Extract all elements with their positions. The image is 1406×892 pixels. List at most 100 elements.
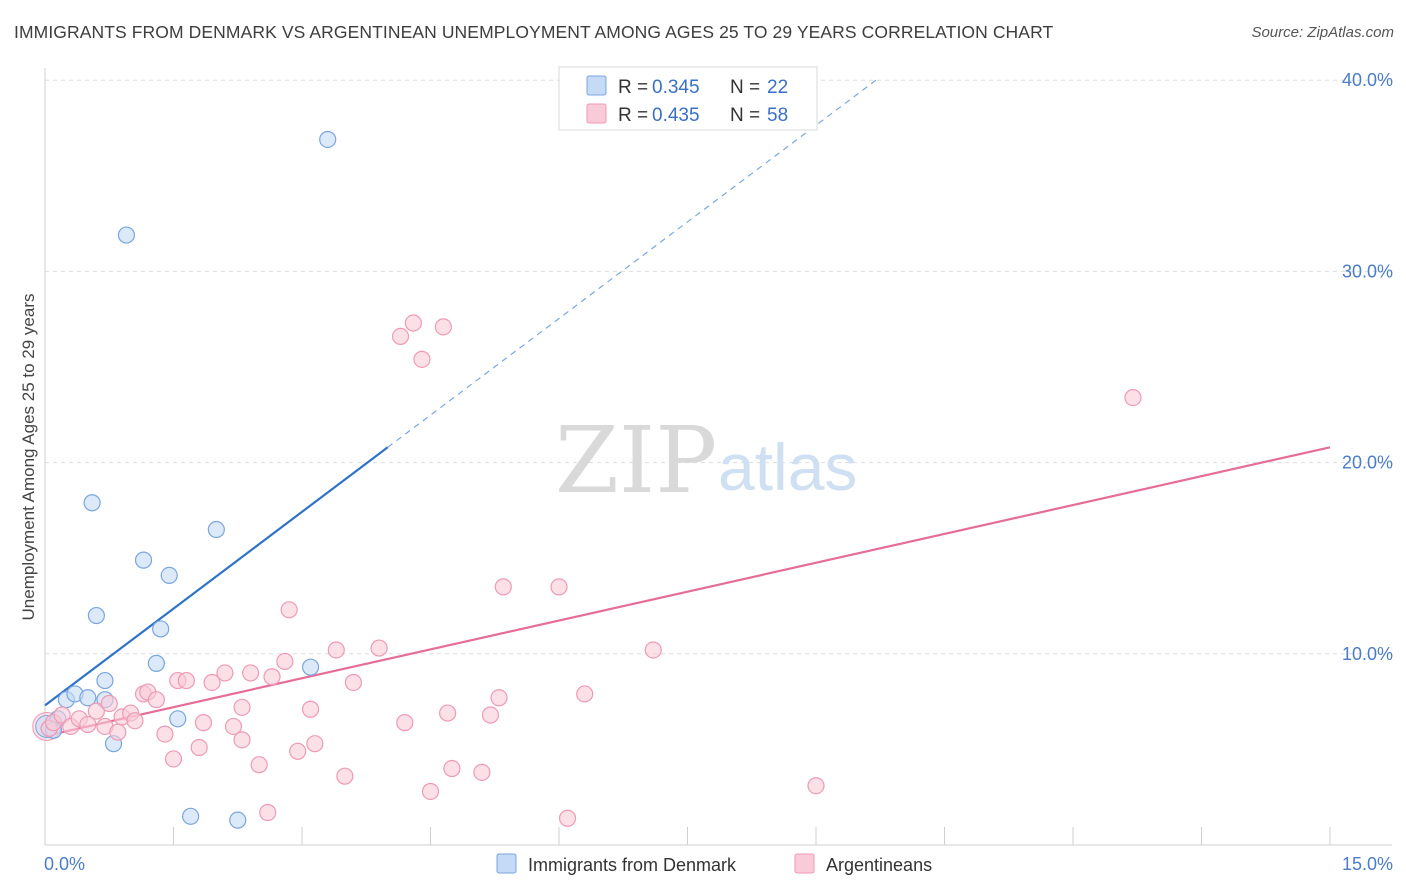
argentineans-point bbox=[242, 664, 260, 682]
argentineans-trend-line bbox=[44, 446, 1331, 738]
argentineans-point bbox=[224, 717, 243, 736]
argentineans-point bbox=[250, 756, 268, 774]
argentineans-point bbox=[53, 706, 71, 724]
argentineans-point bbox=[177, 671, 195, 690]
argentineans-point bbox=[396, 714, 414, 732]
denmark-point bbox=[117, 226, 135, 244]
argentineans-point bbox=[289, 742, 307, 760]
source-note: Source: ZipAtlas.com bbox=[1251, 24, 1394, 41]
legend-r-label: R = bbox=[618, 77, 648, 98]
legend-r-denmark: 0.345 bbox=[652, 77, 700, 98]
data-points bbox=[32, 130, 1142, 829]
argentineans-point bbox=[443, 759, 461, 778]
denmark-point bbox=[96, 671, 114, 690]
legend-n-argentineans: 58 bbox=[767, 105, 788, 126]
legend-n-label: N = bbox=[730, 105, 760, 126]
argentineans-point bbox=[259, 803, 277, 822]
argentineans-point bbox=[109, 723, 127, 741]
y-axis-label: Unemployment Among Ages 25 to 29 years bbox=[19, 294, 38, 621]
legend-n-label: N = bbox=[730, 77, 760, 98]
legend-n-denmark: 22 bbox=[767, 77, 788, 98]
argentineans-point bbox=[280, 601, 298, 619]
argentineans-point bbox=[494, 578, 512, 596]
argentineans-point bbox=[807, 777, 825, 795]
argentineans-point bbox=[233, 731, 251, 749]
legend-r-argentineans: 0.435 bbox=[652, 105, 700, 126]
denmark-point bbox=[301, 658, 320, 676]
grid-layer bbox=[45, 79, 1392, 655]
argentineans-point bbox=[1124, 388, 1142, 407]
watermark-atlas: atlas bbox=[718, 430, 857, 504]
watermark: ZIP atlas bbox=[555, 407, 857, 514]
argentineans-point bbox=[190, 738, 208, 757]
argentineans-point bbox=[306, 735, 324, 753]
legend-swatch-denmark bbox=[586, 75, 607, 96]
argentineans-point bbox=[434, 318, 452, 336]
denmark-point bbox=[319, 130, 337, 149]
denmark-point bbox=[147, 654, 165, 672]
argentineans-point bbox=[481, 706, 500, 724]
argentineans-point bbox=[558, 809, 577, 827]
argentineans-point bbox=[327, 641, 345, 659]
denmark-point bbox=[207, 520, 225, 539]
argentineans-point bbox=[473, 763, 491, 781]
argentineans-point bbox=[413, 350, 431, 368]
denmark-point bbox=[134, 551, 153, 569]
y-tick-label: 40.0% bbox=[1342, 70, 1393, 90]
denmark-trend-extension bbox=[387, 79, 877, 448]
series-legend: Immigrants from Denmark Argentineans bbox=[496, 853, 932, 875]
series-legend-swatch-denmark bbox=[496, 853, 517, 874]
argentineans-point bbox=[644, 641, 662, 659]
argentineans-point bbox=[370, 639, 388, 657]
series-legend-argentineans: Argentineans bbox=[826, 855, 932, 875]
argentineans-point bbox=[87, 702, 106, 720]
argentineans-point bbox=[100, 694, 118, 713]
argentineans-point bbox=[550, 578, 568, 596]
chart-title: IMMIGRANTS FROM DENMARK VS ARGENTINEAN U… bbox=[14, 22, 1054, 42]
argentineans-point bbox=[79, 715, 97, 734]
y-tick-labels: 10.0% 20.0% 30.0% 40.0% bbox=[1342, 70, 1393, 664]
y-tick-label: 10.0% bbox=[1342, 644, 1393, 664]
denmark-point bbox=[83, 494, 101, 512]
argentineans-point bbox=[194, 714, 213, 732]
watermark-zip: ZIP bbox=[555, 407, 717, 514]
denmark-point bbox=[152, 620, 170, 638]
y-tick-label: 30.0% bbox=[1342, 261, 1393, 281]
denmark-point bbox=[160, 566, 178, 585]
denmark-point bbox=[182, 807, 200, 825]
y-tick-label: 20.0% bbox=[1342, 453, 1393, 473]
argentineans-point bbox=[576, 685, 594, 703]
argentineans-point bbox=[126, 712, 144, 730]
argentineans-point bbox=[301, 700, 320, 718]
argentineans-point bbox=[344, 673, 362, 692]
argentineans-point bbox=[391, 327, 410, 346]
argentineans-point bbox=[263, 668, 281, 686]
argentineans-point bbox=[336, 767, 354, 785]
denmark-point bbox=[79, 689, 97, 707]
fit-lines bbox=[44, 79, 1331, 738]
argentineans-point bbox=[421, 782, 440, 801]
x-tick-label: 15.0% bbox=[1342, 854, 1393, 874]
argentineans-point bbox=[233, 698, 251, 716]
series-legend-swatch-argentineans bbox=[794, 853, 815, 874]
argentineans-point bbox=[404, 314, 422, 332]
x-tick-label: 0.0% bbox=[44, 854, 85, 874]
denmark-trend-line bbox=[44, 446, 389, 707]
argentineans-point bbox=[276, 652, 294, 671]
argentineans-point bbox=[147, 691, 165, 709]
legend-swatch-argentineans bbox=[586, 103, 607, 124]
denmark-point bbox=[87, 606, 106, 625]
argentineans-point bbox=[156, 725, 174, 743]
series-legend-denmark: Immigrants from Denmark bbox=[528, 855, 737, 875]
denmark-point bbox=[169, 710, 187, 728]
argentineans-point bbox=[164, 750, 183, 768]
x-tick-labels: 0.0% 15.0% bbox=[44, 854, 1393, 874]
argentineans-point bbox=[203, 673, 221, 692]
denmark-point bbox=[229, 811, 247, 829]
argentineans-point bbox=[216, 664, 234, 682]
argentineans-point bbox=[490, 689, 508, 707]
stats-legend: R = 0.345 N = 22 R = 0.435 N = 58 bbox=[558, 66, 818, 131]
argentineans-point bbox=[439, 704, 457, 722]
legend-r-label: R = bbox=[618, 105, 648, 126]
